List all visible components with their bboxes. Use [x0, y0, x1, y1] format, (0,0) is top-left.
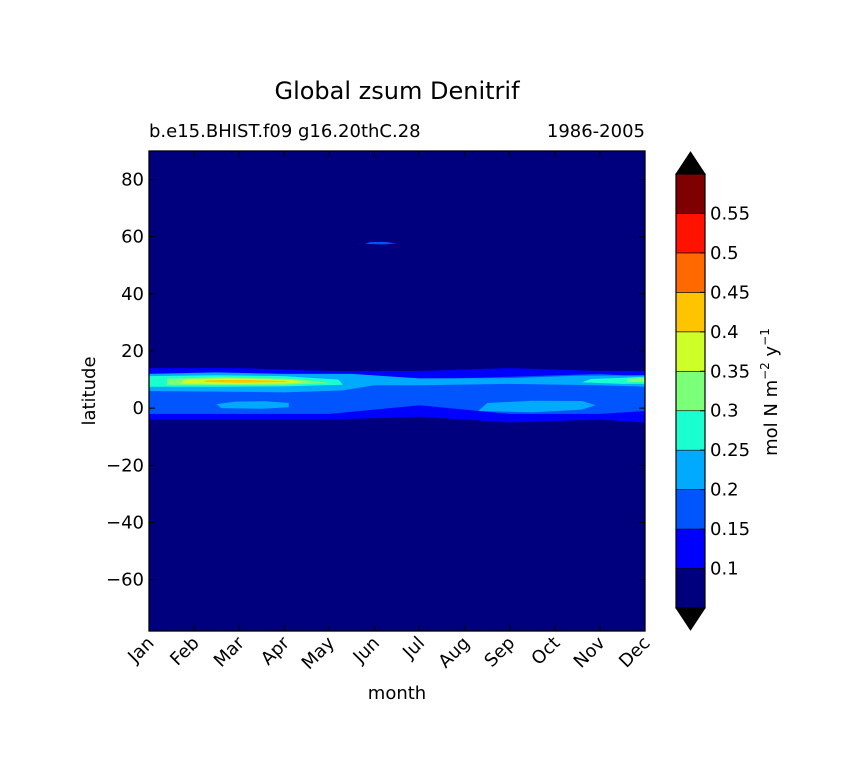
colorbar-segment: [675, 292, 706, 333]
x-tick-label: Nov: [570, 632, 610, 672]
colorbar-label-base: mol N m: [761, 380, 782, 456]
colorbar-segment: [675, 252, 706, 293]
x-tick-label: Jun: [349, 633, 384, 668]
x-tick-label: Jul: [398, 633, 429, 664]
y-tick-label: 0: [133, 398, 144, 419]
x-axis-label: month: [368, 683, 426, 704]
plot-frame: [148, 150, 646, 632]
colorbar-ticks: 0.1 0.15 0.2 0.25 0.3 0.35 0.4 0.45 0.5 0.55: [700, 203, 750, 580]
colorbar-label-exp2: −1: [758, 328, 772, 346]
colorbar-segment: [675, 528, 706, 569]
colorbar-tick-label: 0.25: [710, 440, 750, 461]
y-tick-label: 80: [121, 170, 144, 191]
colorbar-tick-label: 0.3: [710, 401, 739, 422]
x-tick-label: Jan: [123, 633, 158, 668]
y-tick-label: 20: [121, 341, 144, 362]
x-tick-label: Apr: [257, 632, 294, 669]
colorbar-tick-label: 0.1: [710, 559, 739, 580]
x-tick-label: Oct: [527, 633, 564, 670]
x-tick-label: Dec: [615, 633, 654, 672]
colorbar-tick-label: 0.55: [710, 203, 750, 224]
colorbar-label-unit2: y: [761, 345, 782, 362]
contour-region-8: [627, 378, 645, 383]
contour-region-6: [581, 376, 645, 384]
x-tick-label: Feb: [166, 633, 203, 670]
x-tick-label: Sep: [480, 633, 519, 672]
y-axis-ticks: −60 −40 −20 0 20 40 60 80: [106, 170, 645, 591]
contour-region-11: [365, 241, 397, 245]
colorbar-tick-label: 0.2: [710, 480, 739, 501]
y-axis-label: latitude: [79, 356, 100, 425]
colorbar: [675, 151, 706, 631]
colorbar-segment: [675, 173, 706, 214]
colorbar-segment: [675, 370, 706, 412]
colorbar-segment: [675, 213, 706, 254]
colorbar-segment: [675, 449, 706, 490]
chart-title: Global zsum Denitrif: [274, 77, 520, 105]
y-tick-label: 60: [121, 227, 144, 248]
x-tick-label: May: [298, 632, 339, 673]
contour-region-3: [478, 400, 596, 413]
plot-area: [148, 150, 646, 632]
colorbar-segment: [675, 489, 706, 530]
y-tick-label: −60: [106, 570, 144, 591]
colorbar-frame: [675, 173, 706, 609]
y-tick-label: −40: [106, 512, 144, 533]
y-tick-label: −20: [106, 455, 144, 476]
colorbar-segment: [675, 568, 706, 609]
chart-subtitle-left: b.e15.BHIST.f09 g16.20thC.28: [149, 121, 421, 142]
contour-region-2: [216, 401, 289, 409]
y-tick-label: 40: [121, 284, 144, 305]
colorbar-segment: [675, 331, 706, 372]
contour-region-10: [203, 379, 289, 383]
colorbar-segment: [675, 410, 706, 451]
colorbar-extend-low: [675, 607, 706, 631]
colorbar-tick-label: 0.4: [710, 322, 739, 343]
x-tick-label: Aug: [434, 633, 474, 673]
colorbar-label: mol N m−2 y−1: [758, 328, 782, 456]
chart-subtitle-right: 1986-2005: [547, 121, 645, 142]
colorbar-extend-high: [675, 151, 706, 175]
x-tick-label: Mar: [210, 632, 249, 671]
colorbar-label-exp1: −2: [758, 362, 772, 380]
colorbar-tick-label: 0.45: [710, 282, 750, 303]
colorbar-tick-label: 0.15: [710, 519, 750, 540]
colorbar-tick-label: 0.35: [710, 361, 750, 382]
colorbar-tick-label: 0.5: [710, 243, 739, 264]
